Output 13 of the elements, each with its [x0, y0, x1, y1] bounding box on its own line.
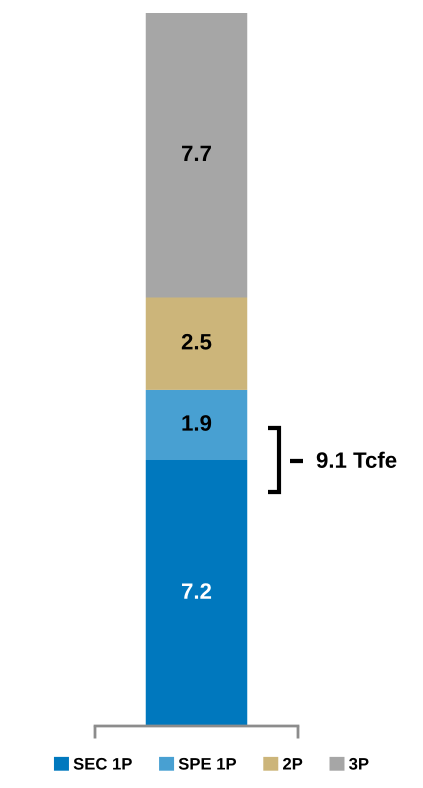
data-label: 1.9: [182, 415, 212, 431]
legend-label: 2P: [283, 758, 302, 770]
legend-label: SEC 1P: [74, 758, 132, 770]
data-label: 7.2: [182, 583, 212, 599]
bar: [146, 297, 248, 390]
data-label: 7.7: [182, 146, 211, 161]
bar: [146, 13, 248, 298]
data-label: 2.5: [182, 334, 212, 350]
bar: [146, 390, 248, 460]
legend-label: SPE 1P: [178, 758, 236, 770]
bar: [146, 460, 248, 726]
legend-label: 3P: [349, 758, 368, 770]
text: 9.1 Tcfe: [316, 452, 396, 468]
